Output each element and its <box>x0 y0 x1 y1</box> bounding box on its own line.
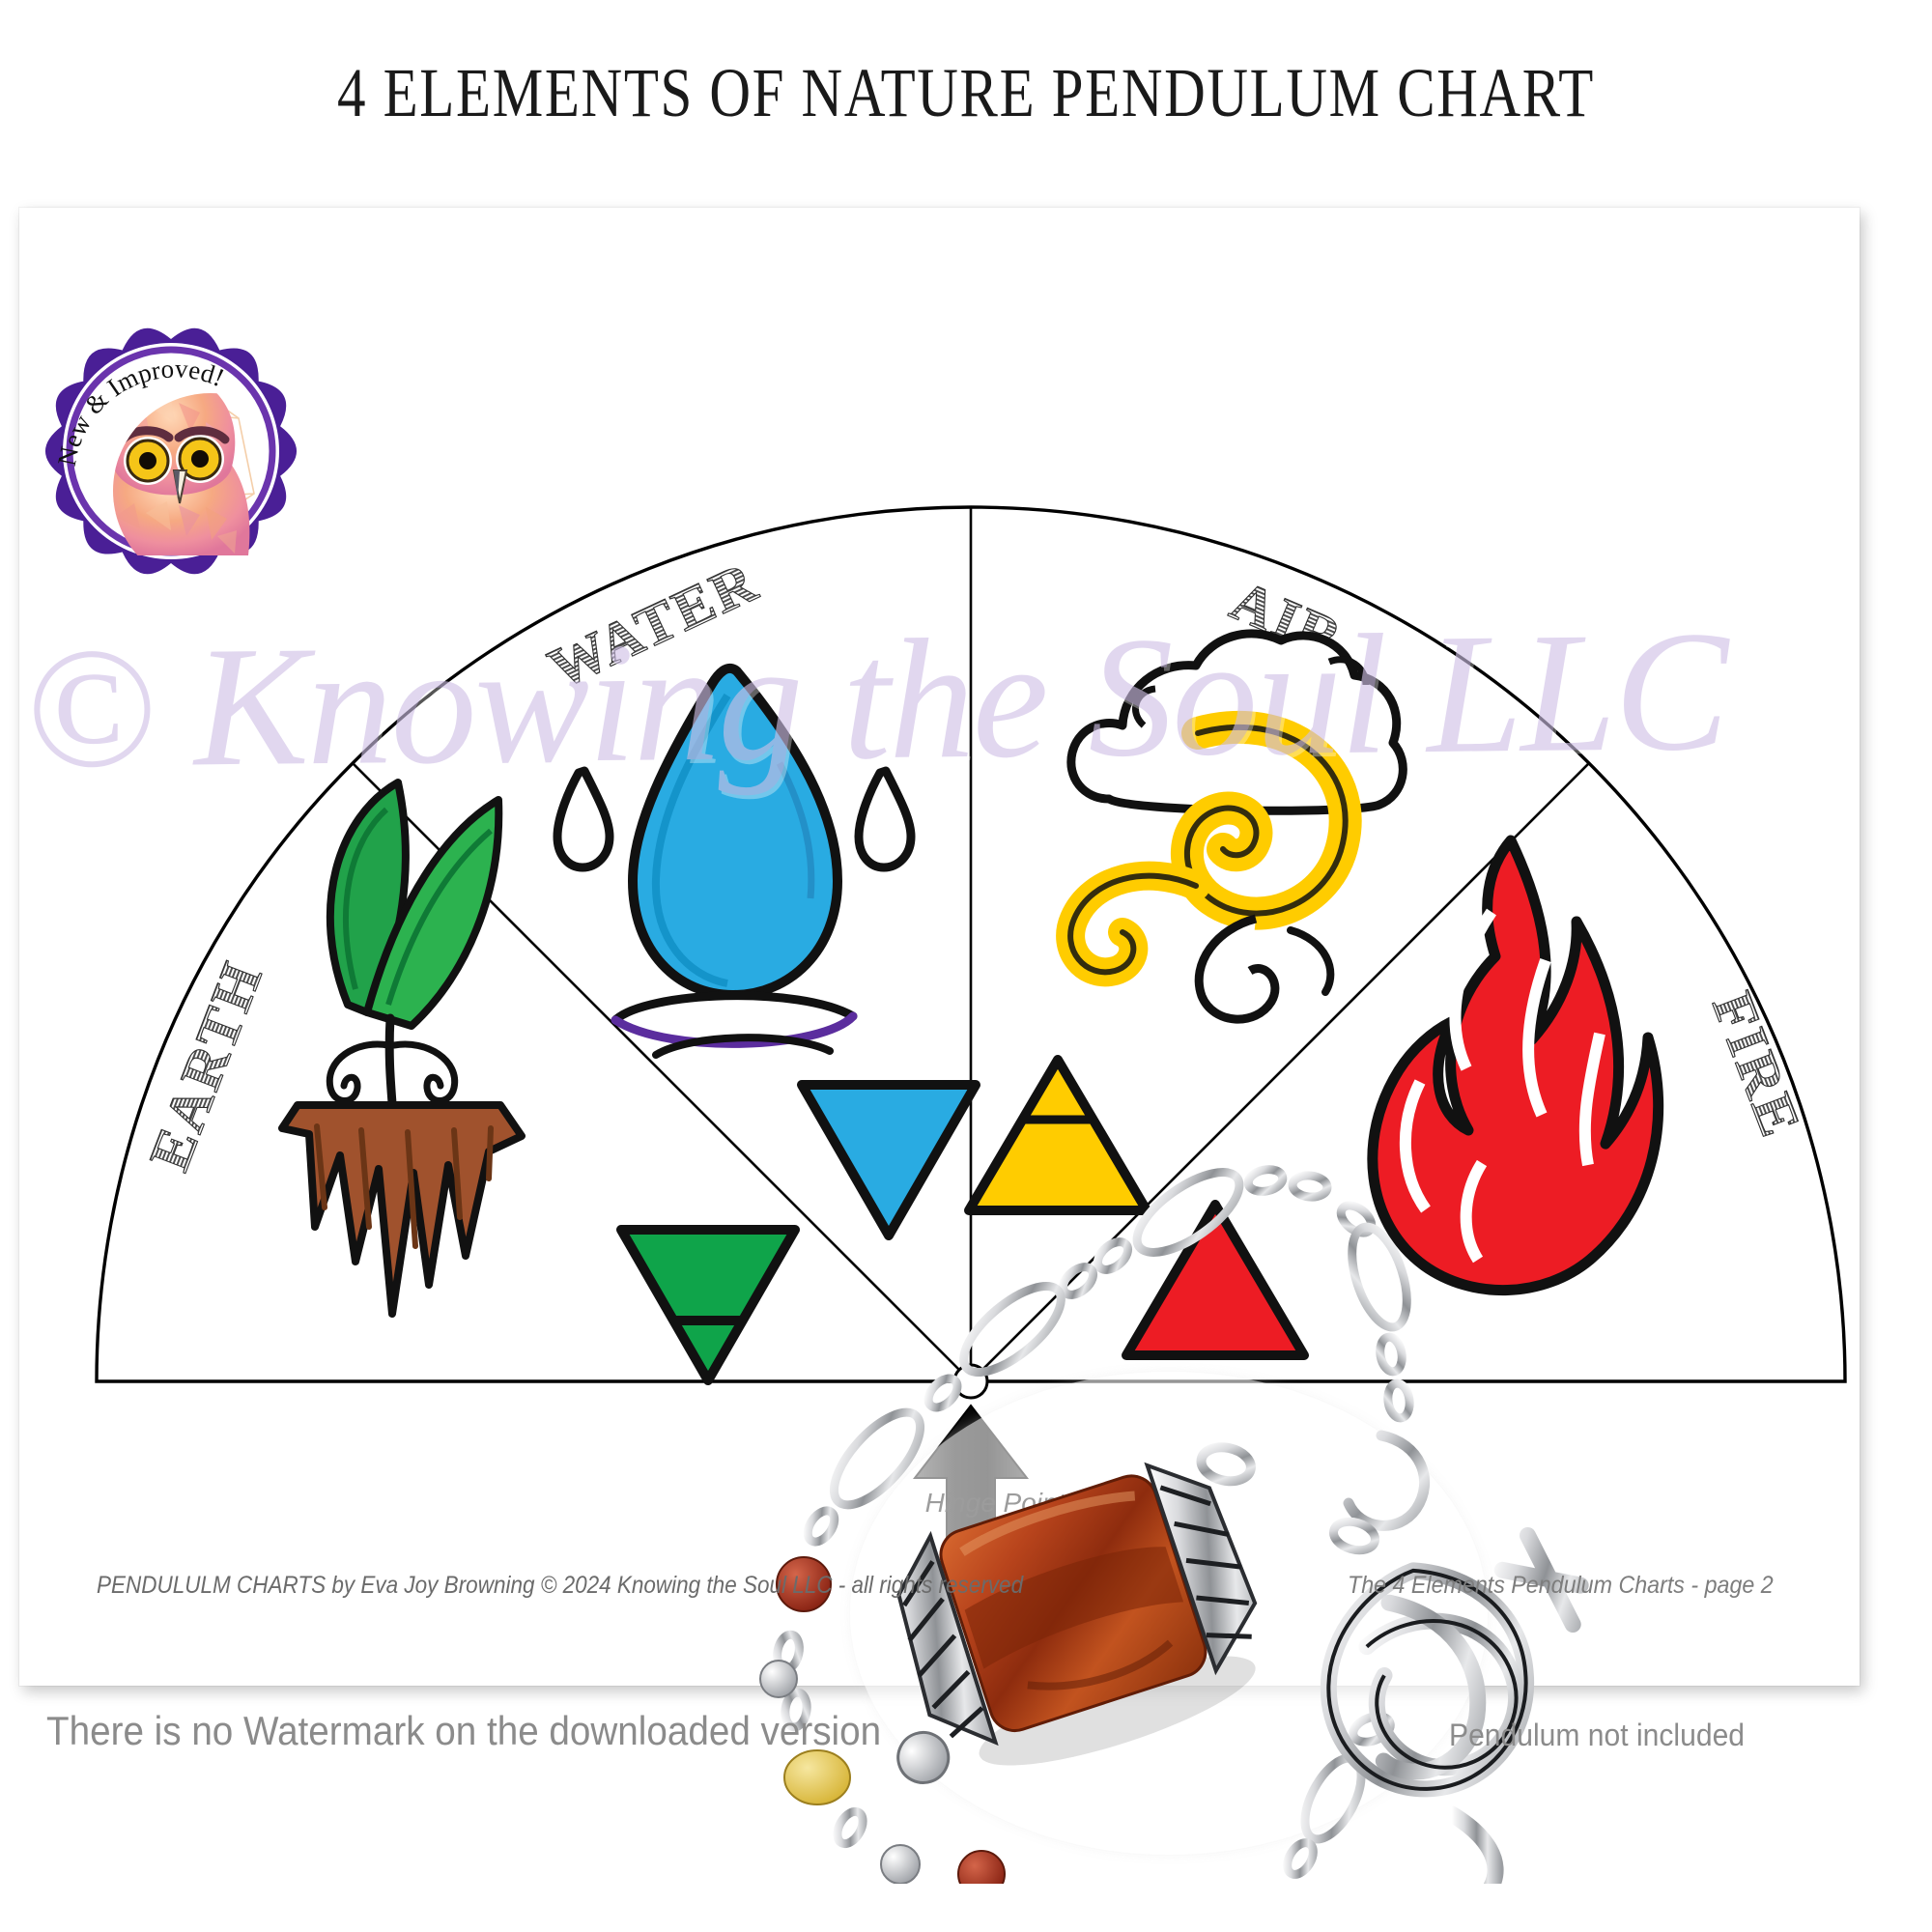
new-and-improved-badge: New & Improved! <box>34 314 309 589</box>
pendulum-notice: Pendulum not included <box>1449 1718 1746 1752</box>
watermark-notice: There is no Watermark on the downloaded … <box>46 1708 882 1753</box>
footer-page-label: The 4 Elements Pendulum Charts - page 2 <box>1348 1572 1774 1599</box>
watermark-text: © Knowing the Soul LLC <box>23 594 1728 805</box>
hinge-point-label: Hinge Point <box>924 1488 1065 1518</box>
page-title: 4 ELEMENTS OF NATURE PENDULUM CHART <box>337 54 1595 131</box>
footer-copyright: PENDULULM CHARTS by Eva Joy Browning © 2… <box>97 1572 1024 1599</box>
